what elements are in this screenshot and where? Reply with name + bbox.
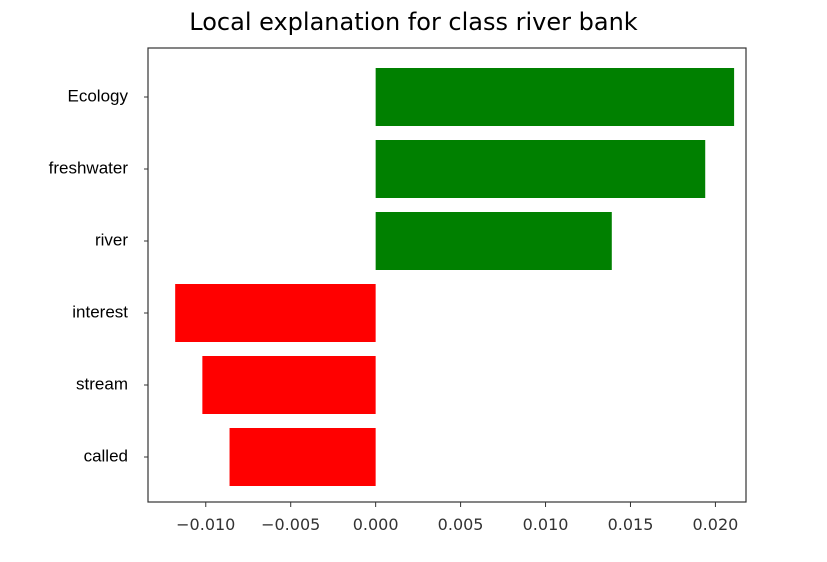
y-tick-label: freshwater [49, 158, 129, 177]
y-tick-label: river [95, 230, 128, 249]
bar-stream [202, 356, 376, 414]
x-tick-label: −0.005 [261, 515, 320, 534]
x-tick-label: 0.020 [693, 515, 739, 534]
y-tick-label: stream [76, 374, 128, 393]
bar-freshwater [375, 140, 706, 198]
chart-title: Local explanation for class river bank [189, 8, 638, 36]
y-tick-label: called [84, 446, 128, 465]
x-tick-label: 0.010 [523, 515, 569, 534]
x-tick-label: −0.010 [176, 515, 235, 534]
y-axis-ticks: Ecology freshwater river interest stream call… [49, 86, 148, 465]
x-tick-label: 0.015 [608, 515, 654, 534]
x-axis-ticks: −0.010 −0.005 0.000 0.005 0.010 0.015 0.020 [176, 502, 738, 534]
bar-river [375, 212, 612, 270]
x-tick-label: 0.005 [438, 515, 484, 534]
bar-interest [175, 284, 376, 342]
bars-layer [175, 68, 735, 486]
bar-Ecology [375, 68, 735, 126]
x-tick-label: 0.000 [353, 515, 399, 534]
y-tick-label: interest [72, 302, 128, 321]
y-tick-label: Ecology [68, 86, 129, 105]
bar-called [229, 428, 376, 486]
plot-frame [147, 47, 747, 503]
